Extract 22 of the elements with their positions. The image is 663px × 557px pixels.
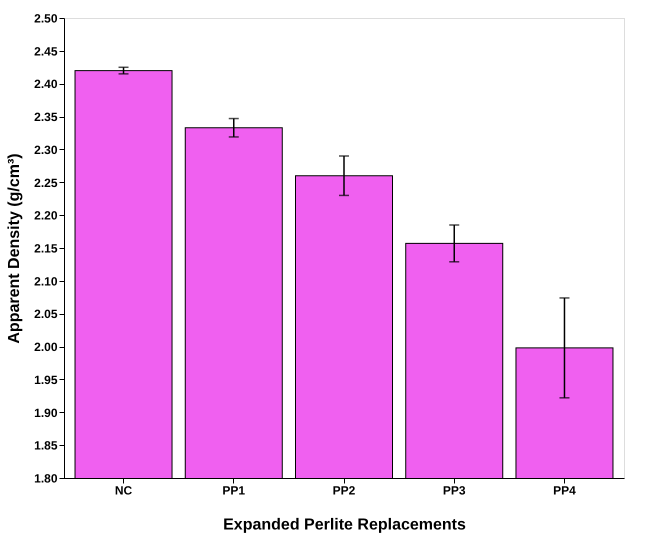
y-tick-label: 1.95 xyxy=(34,372,58,387)
y-tick-label: 2.10 xyxy=(34,274,58,288)
y-tick-label: 2.45 xyxy=(34,44,58,58)
x-tick-label: PP2 xyxy=(332,484,356,498)
y-tick-label: 2.40 xyxy=(34,77,58,92)
y-axis-title: Apparent Density (g/cm³) xyxy=(6,153,24,344)
y-tick-label: 2.30 xyxy=(34,142,58,157)
y-tick-label: 2.00 xyxy=(34,340,58,354)
x-tick-label: NC xyxy=(114,484,133,498)
y-tick-label: 2.15 xyxy=(34,242,58,256)
y-tick-label: 2.25 xyxy=(34,176,58,190)
x-axis-title: Expanded Perlite Replacements xyxy=(223,516,466,534)
y-tick-label: 1.85 xyxy=(34,438,58,453)
y-tick-label: 2.50 xyxy=(34,12,58,26)
y-tick-label: 2.35 xyxy=(34,110,58,124)
y-tick-label: 2.20 xyxy=(34,208,58,223)
x-tick-label: PP3 xyxy=(442,484,466,498)
y-tick-label: 1.80 xyxy=(34,472,58,486)
x-tick-label: PP4 xyxy=(553,484,576,498)
y-tick-label: 2.05 xyxy=(34,307,58,322)
y-tick-label: 1.90 xyxy=(34,406,58,420)
x-tick-label: PP1 xyxy=(222,484,246,498)
